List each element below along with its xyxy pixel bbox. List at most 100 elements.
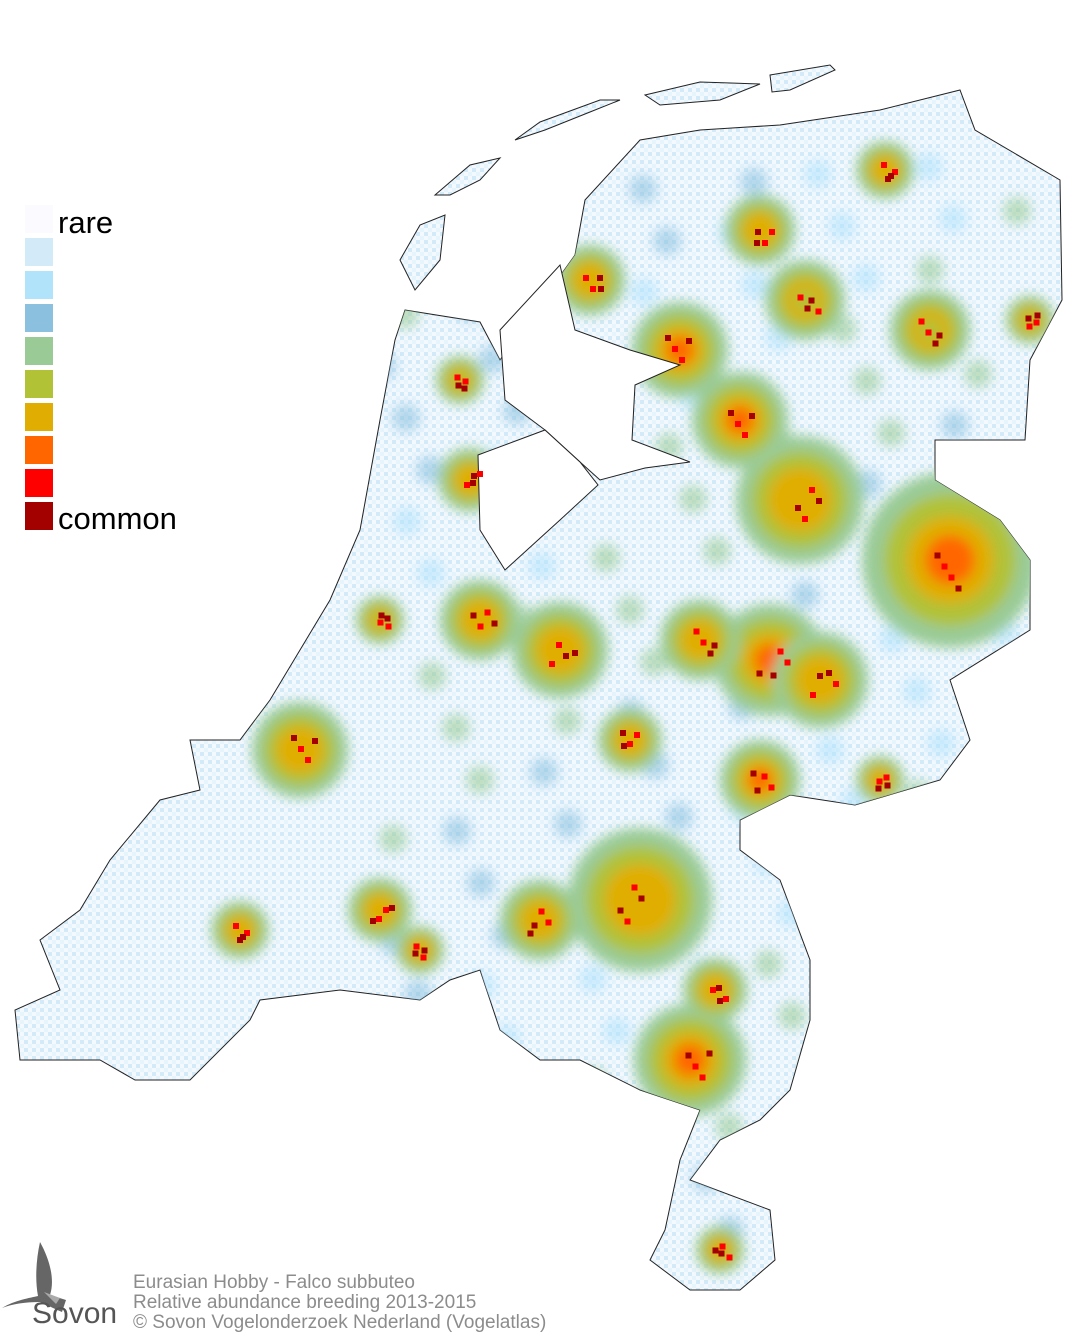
abundance-blob [927,729,955,757]
abundance-cell [770,672,777,679]
abundance-blob [443,817,471,845]
abundance-blob [679,485,707,513]
abundance-cell [491,620,498,627]
abundance-cell [795,505,801,511]
abundance-blob [929,935,957,963]
legend-swatch [25,403,53,431]
abundance-hotspot [546,636,574,664]
abundance-blob [628,1172,656,1200]
legend-swatch [25,238,53,266]
abundance-cell [549,661,555,667]
abundance-blob [493,1127,521,1155]
abundance-hotspot [793,288,817,312]
abundance-blob [703,537,731,565]
species-name: Eurasian Hobby - Falco subbuteo [133,1272,415,1293]
abundance-blob [991,721,1019,749]
abundance-blob [1016,876,1044,904]
abundance-blob [890,1098,918,1126]
abundance-blob [978,1142,1006,1170]
abundance-cell [583,275,589,281]
abundance-cell [634,732,640,738]
abundance-cell [620,730,626,736]
abundance-cell [815,308,822,315]
abundance-cell [810,692,816,698]
abundance-cell [617,907,624,914]
abundance-blob [592,544,620,572]
abundance-blob [865,943,893,971]
island [514,99,621,141]
abundance-cell [826,670,832,676]
abundance-cell [716,985,722,991]
wadden-islands [399,64,836,291]
abundance-blob [827,1209,855,1237]
legend-swatch [25,271,53,299]
abundance-cells [233,162,1041,1261]
abundance-blob [777,899,805,927]
abundance-cell [624,918,631,925]
abundance-cell [918,318,925,325]
abundance-cell [477,471,483,477]
copyright: © Sovon Vogelonderzoek Nederland (Vogela… [133,1312,547,1333]
abundance-blob [391,301,419,329]
legend-rare-label: rare [58,205,114,240]
abundance-blob [430,1238,458,1266]
abundance-blob [466,766,494,794]
abundance-cell [784,659,791,666]
abundance-blob [753,847,781,875]
abundance-cell [413,943,420,950]
abundance-cell [470,480,476,486]
abundance-cell [833,681,839,687]
abundance-cell [240,934,246,940]
abundance-blob [804,160,832,188]
island [433,157,502,196]
abundance-cell [421,947,428,954]
abundance-cell [941,563,948,570]
abundance-cell [809,487,815,493]
abundance-blob [579,965,607,993]
abundance-cell [932,340,939,347]
abundance-blob [541,1231,569,1259]
abundance-cell [948,574,955,581]
abundance-cell [376,916,382,922]
abundance-blob [904,780,932,808]
abundance-cell [563,653,569,659]
abundance-cell [706,1050,713,1057]
abundance-cell [761,773,768,780]
abundance-cell [685,1052,692,1059]
abundance-cell [888,173,894,179]
abundance-cell [934,552,941,559]
abundance-cell [762,240,768,246]
abundance-blob [1015,773,1043,801]
markermeer-water [477,429,599,571]
abundance-cell [955,585,962,592]
abundance-blob [816,736,844,764]
abundance-blob [417,559,445,587]
abundance-blob [640,648,668,676]
abundance-hotspot [688,628,712,652]
abundance-blob [492,1024,520,1052]
abundance-blob [741,271,769,299]
abundance-blob [616,596,644,624]
abundance-blob [791,581,819,609]
abundance-cell [728,410,734,416]
abundance-cell [590,286,596,292]
abundance-blob [629,175,657,203]
abundance-blob [915,153,943,181]
abundance-cell [598,286,604,292]
abundance-blob [455,293,483,321]
abundance-blob [554,810,582,838]
abundance-cell [461,385,468,392]
abundance-cell [627,741,633,747]
abundance-cell [749,413,755,419]
abundance-cell [377,619,384,626]
abundance-blob [454,190,482,218]
abundance-blob [941,411,969,439]
abundance-cell [455,382,462,389]
abundance-cell [768,784,775,791]
abundance-cell [892,169,898,175]
abundance-cell [572,650,578,656]
abundance-cell [464,482,470,488]
abundance-cell [754,787,761,794]
abundance-cell [621,743,627,749]
abundance-blob [740,168,768,196]
